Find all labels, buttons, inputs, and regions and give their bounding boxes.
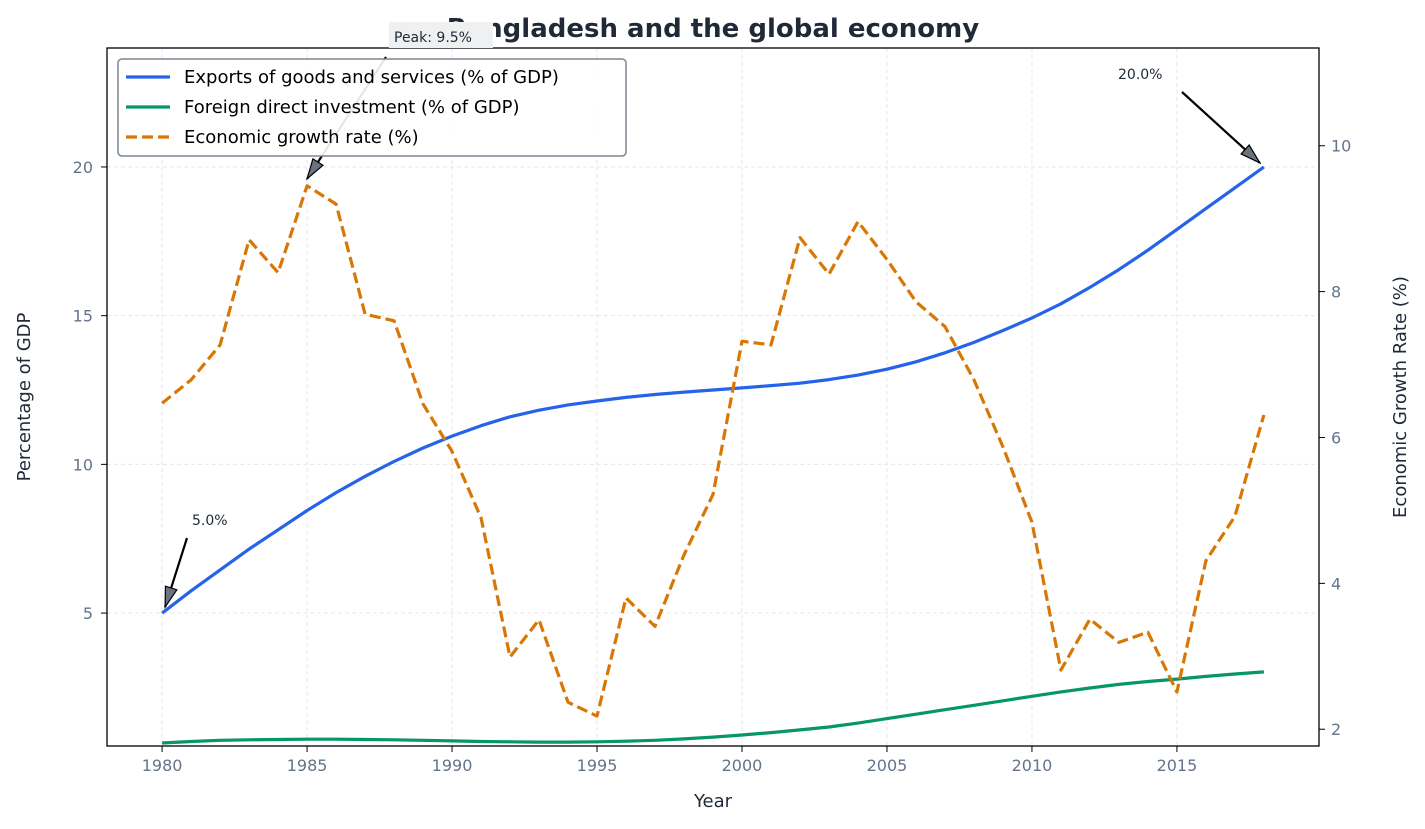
legend-box — [117, 58, 627, 157]
y-tick-label-right: 4 — [1331, 574, 1341, 593]
x-tick-label: 1985 — [287, 756, 328, 775]
annotation-label: 5.0% — [192, 513, 228, 529]
x-tick-label: 1990 — [432, 756, 473, 775]
y-tick-label: 10 — [73, 455, 93, 474]
y-tick-label: 20 — [73, 158, 93, 177]
y-tick-label-right: 2 — [1331, 720, 1341, 739]
grid — [107, 48, 1319, 746]
legend-label: Economic growth rate (%) — [184, 127, 419, 148]
annotation-label: Peak: 9.5% — [394, 30, 472, 46]
annotation-label: 20.0% — [1118, 67, 1162, 83]
y-tick-label: 5 — [83, 604, 93, 623]
x-tick-label: 2005 — [867, 756, 908, 775]
arrowhead-icon — [1240, 144, 1262, 165]
series-line-0 — [161, 165, 1265, 615]
arrowhead-icon — [164, 585, 178, 610]
x-tick-label: 1995 — [577, 756, 618, 775]
plot-frame — [106, 47, 1320, 747]
x-tick-label: 1980 — [142, 756, 183, 775]
arrowhead-icon — [305, 157, 324, 181]
legend: Exports of goods and services (% of GDP)… — [117, 58, 627, 157]
y-tick-label-right: 8 — [1331, 283, 1341, 302]
y-axis-label-right: Economic Growth Rate (%) — [1390, 276, 1411, 518]
y-tick-label-right: 10 — [1331, 137, 1351, 156]
legend-label: Exports of goods and services (% of GDP) — [184, 67, 559, 88]
x-tick-label: 2010 — [1012, 756, 1053, 775]
x-tick-label: 2015 — [1157, 756, 1198, 775]
x-axis-label: Year — [693, 791, 733, 812]
y-tick-label-right: 6 — [1331, 428, 1341, 447]
x-tick-label: 2000 — [722, 756, 763, 775]
ticks: 1980 1985 1990 1995 2000 2005 2010 2015 5 10 15 20 2… — [73, 137, 1352, 775]
annotation-box — [389, 22, 493, 48]
series-lines — [161, 165, 1266, 745]
series-line-2 — [161, 184, 1266, 718]
chart-title: Bangladesh and the global economy — [447, 14, 979, 44]
y-tick-label: 15 — [73, 307, 93, 326]
series-line-1 — [162, 670, 1265, 745]
legend-label: Foreign direct investment (% of GDP) — [184, 97, 520, 118]
y-axis-label: Percentage of GDP — [14, 312, 35, 481]
